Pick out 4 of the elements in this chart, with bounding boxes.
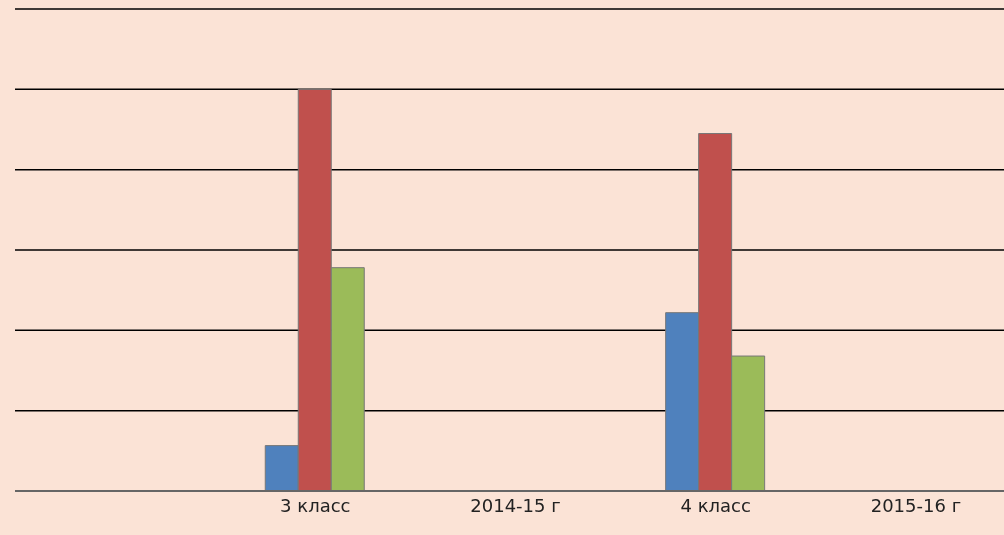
x-tick-label: 4 класс [680,494,751,516]
x-tick-label: 2014-15 г [470,494,561,516]
x-tick-label: 2015-16 г [870,494,962,516]
x-tick-label: 3 класс [280,494,351,516]
